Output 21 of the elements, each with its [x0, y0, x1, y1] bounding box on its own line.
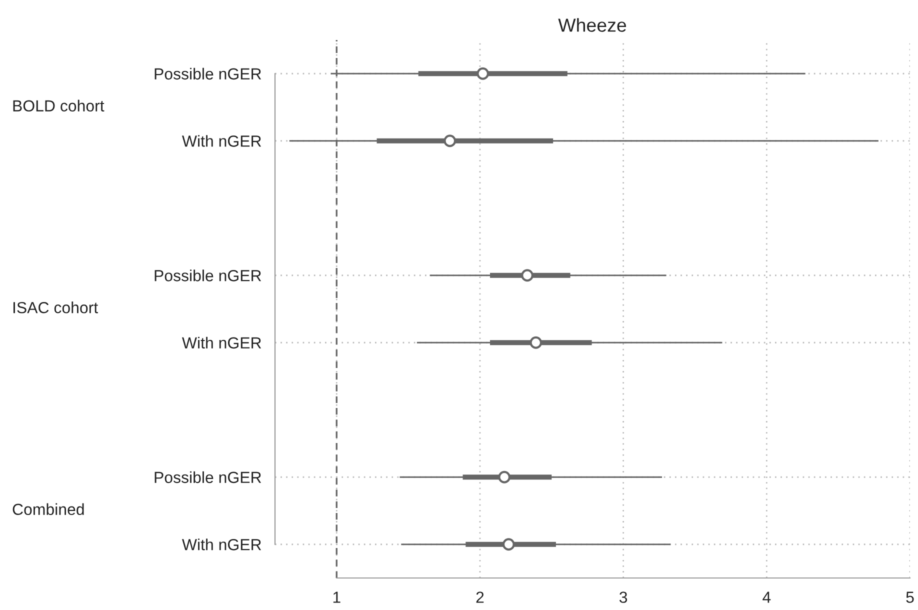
y-tick-label: With nGER — [182, 336, 262, 349]
point — [498, 470, 511, 484]
x-tick-label: 5 — [906, 592, 914, 603]
y-tick-label: Possible nGER — [154, 68, 262, 80]
point — [444, 134, 456, 148]
x-tick-label: 3 — [619, 592, 628, 603]
y-tick-label: Possible nGER — [154, 270, 262, 282]
point — [476, 67, 490, 80]
text: Combined — [12, 503, 84, 516]
chart-title: Wheeze — [558, 18, 626, 32]
x-tick-label: 4 — [762, 592, 771, 603]
y-tick-label: With nGER — [182, 538, 262, 550]
y-tick-label: Possible nGER — [154, 471, 262, 484]
point — [502, 538, 515, 551]
point — [521, 269, 534, 282]
x-tick-label: 1 — [333, 592, 340, 603]
x-tick-label: 2 — [476, 592, 484, 603]
point — [530, 336, 542, 349]
text: ISAC cohort — [13, 302, 98, 314]
y-tick-label: With nGER — [182, 135, 262, 147]
text: BOLD cohort — [13, 100, 104, 112]
